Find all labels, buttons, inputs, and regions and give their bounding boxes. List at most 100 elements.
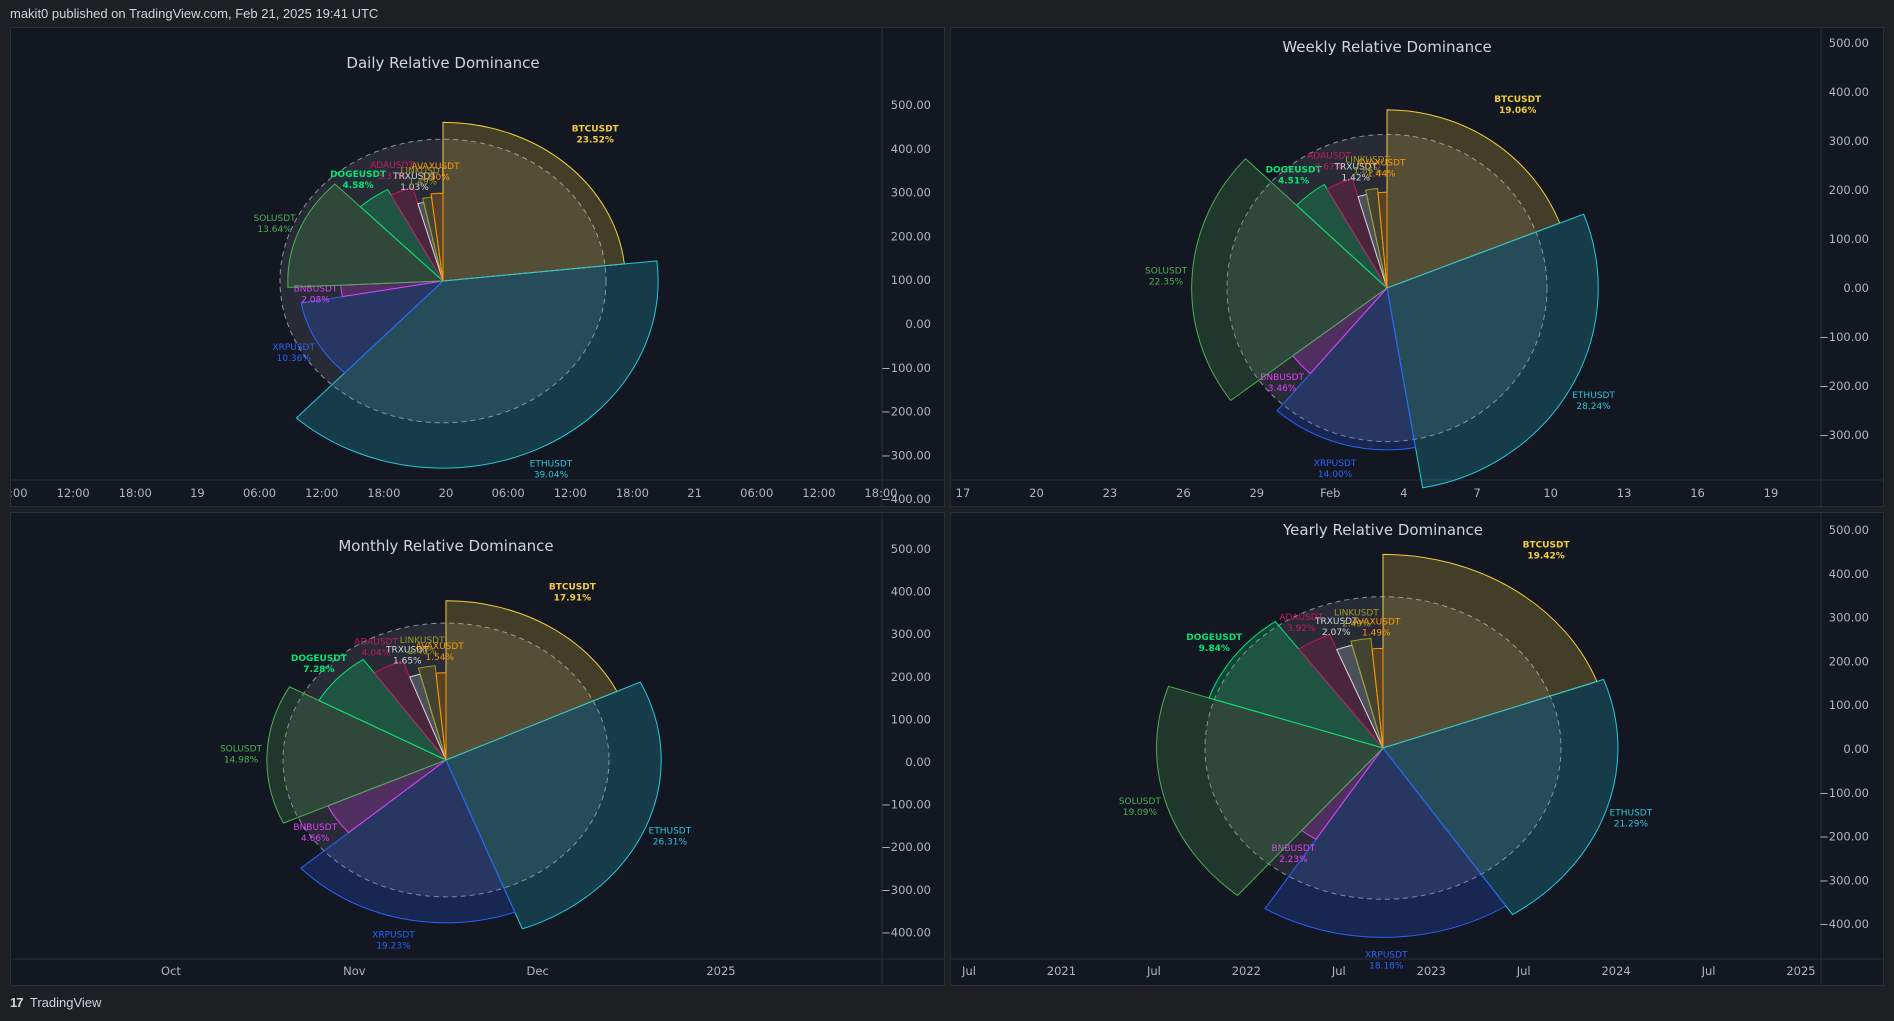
- slice-name: SOLUSDT: [1119, 797, 1162, 807]
- pie-slice-solusdt[interactable]: [287, 183, 445, 288]
- pie-slice-solusdt[interactable]: [1156, 685, 1384, 897]
- pie-slice-adausdt[interactable]: [390, 187, 444, 282]
- time-tick-label: 29: [1249, 486, 1264, 500]
- daily-dominance-panel[interactable]: BTCUSDT 23.52% ETHUSDT 39.04% XRPUSDT 10.36% B…: [10, 27, 945, 507]
- slice-name: LINKUSDT: [400, 636, 445, 646]
- price-tick-label: −200.00: [881, 840, 931, 854]
- pie-slice-xrpusdt[interactable]: [300, 280, 445, 374]
- time-tick-label: 18:00: [864, 486, 897, 500]
- yearly-dominance-panel[interactable]: BTCUSDT 19.42% ETHUSDT 21.29% XRPUSDT 18.18% B…: [950, 512, 1884, 986]
- time-tick-label: 12:00: [554, 486, 587, 500]
- pie-slice-linkusdt[interactable]: [1365, 187, 1388, 289]
- pie-slice-avaxusdt[interactable]: [430, 192, 444, 282]
- slice-name: AVAXUSDT: [411, 162, 460, 172]
- slice-percent: 2.23%: [1279, 855, 1308, 865]
- pie-slice-solusdt[interactable]: [266, 686, 448, 824]
- weekly-dominance-panel[interactable]: BTCUSDT 19.06% ETHUSDT 28.24% XRPUSDT 14.00% B…: [950, 27, 1884, 507]
- slice-name: BTCUSDT: [1494, 95, 1542, 105]
- pie-slice-xrpusdt[interactable]: [300, 759, 516, 924]
- price-tick-label: −300.00: [1819, 873, 1869, 887]
- slice-name: SOLUSDT: [220, 745, 263, 755]
- tradingview-logo-text[interactable]: TradingView: [29, 995, 102, 1010]
- pie-slice-adausdt[interactable]: [1298, 634, 1384, 749]
- slice-percent: 1.54%: [425, 653, 454, 663]
- slice-percent: 13.64%: [257, 225, 292, 235]
- pie-slice-avaxusdt[interactable]: [1371, 647, 1384, 749]
- slice-percent: 1.49%: [409, 177, 438, 187]
- time-tick-label: 21: [687, 486, 702, 500]
- slice-percent: 3.46%: [1268, 384, 1297, 394]
- pie-slice-dogeusdt[interactable]: [1208, 620, 1385, 749]
- slice-percent: 14.00%: [1318, 470, 1353, 480]
- pie-slice-ethusdt[interactable]: [295, 260, 659, 469]
- slice-name: DOGEUSDT: [1186, 633, 1243, 643]
- pie-slice-ethusdt[interactable]: [445, 681, 662, 930]
- slice-percent: 1.65%: [393, 657, 422, 667]
- slice-percent: 28.24%: [1576, 402, 1611, 412]
- slice-percent: 39.04%: [534, 471, 569, 481]
- slice-name: ADAUSDT: [354, 638, 398, 648]
- tradingview-logo-icon[interactable]: 17: [10, 995, 24, 1010]
- price-tick-label: 200.00: [1829, 654, 1869, 668]
- pie-slice-avaxusdt[interactable]: [435, 672, 447, 761]
- slice-name: TRXUSDT: [392, 172, 436, 182]
- pie-slice-xrpusdt[interactable]: [1276, 286, 1417, 451]
- pie-slice-btcusdt[interactable]: [442, 121, 625, 282]
- slice-percent: 18.18%: [1369, 962, 1404, 972]
- time-tick-label: 12:00: [802, 486, 835, 500]
- pie-slice-dogeusdt[interactable]: [318, 658, 447, 761]
- pie-slice-solusdt[interactable]: [1191, 158, 1388, 402]
- slice-name: XRPUSDT: [1365, 951, 1408, 961]
- pie-slice-linkusdt[interactable]: [1350, 637, 1384, 749]
- pie-slice-dogeusdt[interactable]: [1295, 183, 1388, 289]
- pie-slice-btcusdt[interactable]: [445, 600, 618, 761]
- pie-slice-adausdt[interactable]: [1326, 177, 1388, 289]
- pie-slice-linkusdt[interactable]: [417, 665, 447, 761]
- slice-percent: 2.07%: [1322, 628, 1351, 638]
- pie-slice-btcusdt[interactable]: [1386, 109, 1561, 289]
- slice-name: XRPUSDT: [1314, 459, 1357, 469]
- slice-percent: 1.44%: [1367, 169, 1396, 179]
- slice-percent: 2.40%: [408, 647, 437, 657]
- monthly-dominance-panel[interactable]: BTCUSDT 17.91% ETHUSDT 26.31% XRPUSDT 19.23% B…: [10, 512, 945, 986]
- time-tick-label: Jul: [1701, 964, 1716, 978]
- slice-name: SOLUSDT: [254, 214, 297, 224]
- slice-name: LINKUSDT: [400, 166, 445, 176]
- time-tick-label: 2024: [1601, 964, 1630, 978]
- pie-slice-btcusdt[interactable]: [1382, 553, 1598, 749]
- price-tick-label: 400.00: [1829, 85, 1869, 99]
- published-header: makit0 published on TradingView.com, Feb…: [10, 6, 379, 21]
- price-tick-label: 0.00: [905, 755, 931, 769]
- slice-percent: 4.51%: [1278, 176, 1309, 186]
- slice-percent: 2.49%: [1342, 620, 1371, 630]
- slice-percent: 19.06%: [1499, 106, 1537, 116]
- pie-slice-xrpusdt[interactable]: [1264, 747, 1507, 938]
- price-tick-label: −300.00: [1819, 428, 1869, 442]
- price-tick-label: 200.00: [1829, 183, 1869, 197]
- pie-slice-avaxusdt[interactable]: [1377, 191, 1388, 289]
- slice-name: BTCUSDT: [572, 124, 620, 134]
- pie-slice-ethusdt[interactable]: [1382, 678, 1619, 916]
- time-tick-label: Oct: [161, 964, 181, 978]
- pie-slice-adausdt[interactable]: [373, 660, 447, 761]
- pie-slice-dogeusdt[interactable]: [359, 188, 444, 282]
- time-tick-label: Jul: [1146, 964, 1161, 978]
- price-tick-label: 200.00: [891, 670, 931, 684]
- slice-percent: 23.52%: [576, 135, 614, 145]
- pie-slice-ethusdt[interactable]: [1386, 213, 1599, 489]
